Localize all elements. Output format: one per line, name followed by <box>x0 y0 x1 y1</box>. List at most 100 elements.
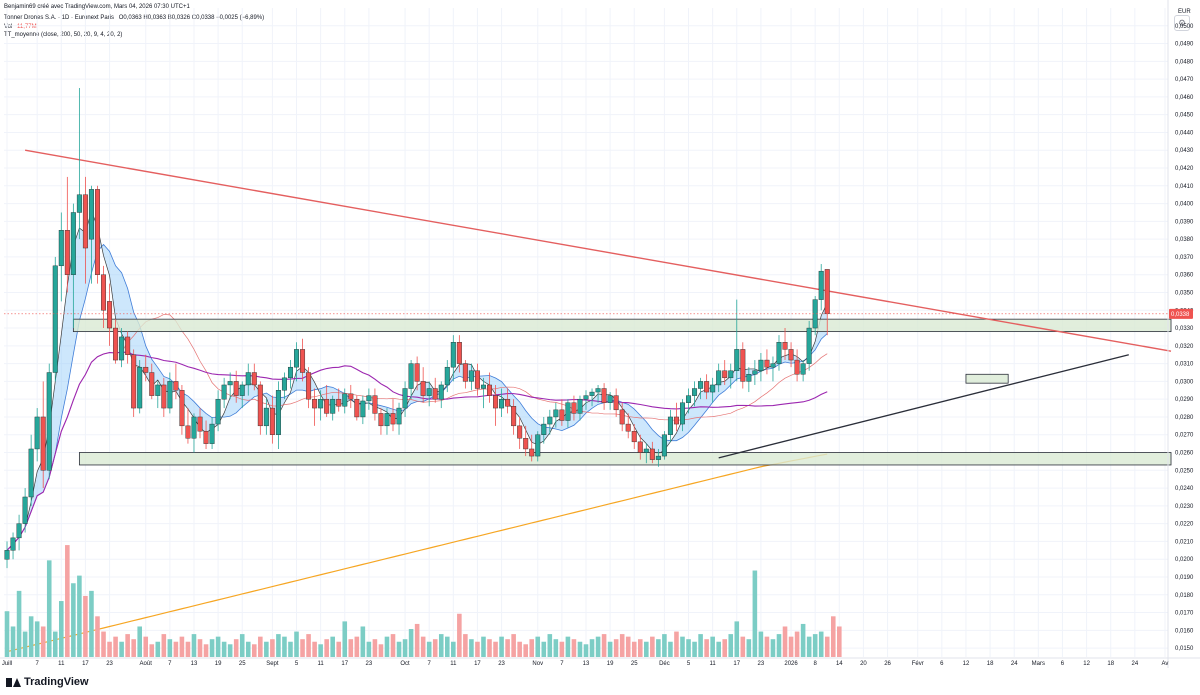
candle-body <box>215 398 221 425</box>
x-tick-label: 7 <box>35 661 39 667</box>
candle-body <box>58 230 64 267</box>
candle-body <box>499 398 505 409</box>
x-tick-label: 17 <box>341 661 348 667</box>
x-tick-label: 17 <box>82 661 89 667</box>
candle-body <box>631 430 637 443</box>
candle-body <box>673 416 679 425</box>
candle-body <box>173 381 179 391</box>
candle-body <box>474 370 480 389</box>
candle-body <box>667 416 673 435</box>
y-tick-label: 0,0300 <box>1175 379 1194 385</box>
x-tick-label: 6 <box>940 661 944 667</box>
volume-bar <box>788 636 794 657</box>
candle-body <box>438 384 444 400</box>
volume-bar <box>758 631 764 657</box>
volume-bar <box>517 641 522 657</box>
volume-bar <box>607 641 613 657</box>
settings-gear-icon[interactable]: ⚙ <box>1174 15 1190 31</box>
volume-bar <box>680 636 685 657</box>
candle-body <box>143 366 149 373</box>
candle-body <box>402 388 408 409</box>
volume-bar <box>776 634 782 657</box>
x-tick-label: 24 <box>1011 661 1018 667</box>
candle-body <box>553 409 559 418</box>
volume-bar <box>10 626 16 657</box>
indicator-line[interactable]: TT_moyenne (close, 200, 50, 20, 9, 4, 20… <box>4 32 123 38</box>
volume-bar <box>728 634 734 657</box>
volume-bar <box>354 636 360 657</box>
volume-value: 11,77M <box>17 24 37 30</box>
x-tick-label: 11 <box>450 661 457 667</box>
candle-body <box>420 381 426 396</box>
volume-bar <box>282 636 287 657</box>
volume-bar <box>613 639 619 657</box>
consolidation-zone <box>965 373 1009 384</box>
volume-bar <box>553 639 559 657</box>
candle-body <box>637 441 643 453</box>
volume-bar <box>650 636 655 657</box>
volume-bar <box>113 636 118 657</box>
volume-bar <box>692 641 697 657</box>
y-tick-label: 0,0260 <box>1175 451 1194 457</box>
x-tick-label: 13 <box>583 661 590 667</box>
x-tick-label: 11 <box>318 661 325 667</box>
x-tick-label: Août <box>140 661 153 667</box>
volume-bar <box>4 611 10 657</box>
candle-body <box>221 384 227 400</box>
candle-body <box>384 413 390 427</box>
volume-bar <box>264 641 269 657</box>
x-tick-label: 5 <box>687 661 691 667</box>
symbol-name[interactable]: Tonner Drones S.A. · 1D · Euronext Paris <box>4 15 115 21</box>
candle-body <box>686 395 692 403</box>
volume-label: Vol <box>4 24 13 30</box>
candle-body <box>113 327 119 361</box>
volume-bar <box>396 641 402 657</box>
x-tick-label: Mars <box>1032 661 1045 667</box>
candle-body <box>161 384 167 409</box>
candle-body <box>764 359 770 368</box>
volume-bar <box>300 639 305 657</box>
candle-body <box>82 194 88 249</box>
candle-body <box>698 381 704 389</box>
volume-bar <box>734 621 740 657</box>
volume-bar <box>191 634 197 657</box>
candle-body <box>625 423 631 432</box>
candle-body <box>535 434 541 457</box>
candle-body <box>263 407 269 427</box>
candle-body <box>728 370 734 379</box>
x-tick-label: Nov <box>532 661 543 667</box>
y-tick-label: 0,0180 <box>1175 593 1194 599</box>
y-tick-label: 0,0250 <box>1175 468 1194 474</box>
y-tick-label: 0,0410 <box>1175 184 1194 190</box>
volume-bar <box>637 639 643 657</box>
volume-bar <box>372 639 378 657</box>
x-tick-label: Déc <box>659 661 670 667</box>
volume-bar <box>577 641 583 657</box>
candle-body <box>414 363 420 382</box>
volume-bar <box>595 636 601 657</box>
volume-bar <box>125 634 130 657</box>
candle-body <box>806 327 812 364</box>
volume-bar <box>276 634 281 657</box>
y-tick-label: 0,0470 <box>1175 77 1194 83</box>
candle-body <box>137 366 143 409</box>
candle-body <box>559 409 565 421</box>
candle-body <box>257 384 263 427</box>
candle-body <box>281 377 287 391</box>
candle-body <box>155 384 161 396</box>
x-tick-label: Oct <box>400 661 410 667</box>
volume-bar <box>131 639 136 657</box>
volume-bar <box>270 639 275 657</box>
tradingview-brand: TradingView <box>6 676 89 688</box>
candle-body <box>70 212 76 275</box>
candle-body <box>324 398 330 414</box>
symbol-line: Tonner Drones S.A. · 1D · Euronext Paris… <box>4 14 267 22</box>
volume-bar <box>209 639 215 657</box>
candle-body <box>613 395 619 411</box>
last-price-label: 0,0338 <box>1171 312 1190 318</box>
candle-body <box>4 550 10 560</box>
candle-body <box>426 388 432 396</box>
candle-body <box>655 455 661 460</box>
volume-bar <box>101 631 106 657</box>
